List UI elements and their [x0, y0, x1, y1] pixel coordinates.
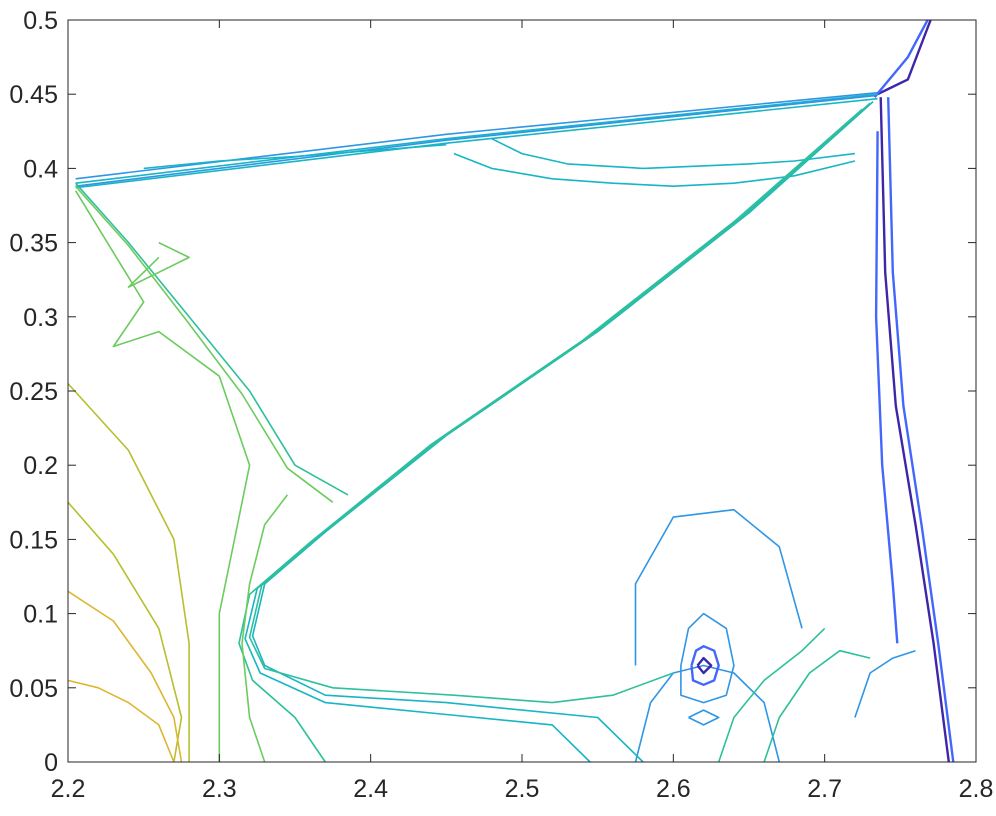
axis-ticks: 2.2 2.3 2.4 2.5 2.6 2.7 2.8 0 0.05 0.1 0.15 0.2 0.25… — [9, 7, 993, 803]
y-tick-label-7: 0.35 — [9, 230, 58, 258]
contour-line-29 — [127, 241, 190, 288]
x-tick-label-0: 2.2 — [51, 775, 86, 803]
contour-line-25 — [75, 182, 349, 496]
contour-line-26 — [75, 185, 334, 503]
contour-line-0 — [877, 19, 932, 96]
contour-line-21 — [238, 108, 864, 763]
contour-line-32 — [67, 590, 183, 763]
contour-line-8 — [680, 612, 735, 704]
y-tick-label-9: 0.45 — [9, 81, 58, 109]
x-tick-label-5: 2.7 — [807, 775, 842, 803]
y-tick-label-0: 0 — [44, 749, 58, 777]
contour-line-23 — [763, 649, 871, 763]
contour-line-2 — [873, 19, 929, 98]
x-tick-label-6: 2.8 — [959, 775, 994, 803]
contour-line-27 — [74, 190, 251, 762]
contour-line-22 — [248, 102, 871, 704]
contour-line-6 — [634, 508, 803, 666]
contour-line-17 — [491, 137, 855, 170]
contour-lines — [67, 19, 955, 763]
contour-line-12 — [75, 93, 878, 184]
y-tick-label-10: 0.5 — [23, 7, 58, 35]
contour-line-30 — [67, 383, 190, 762]
contour-line-3 — [887, 97, 955, 763]
contour-line-7 — [634, 664, 781, 763]
contour-line-10 — [696, 656, 713, 675]
x-tick-label-1: 2.3 — [202, 775, 237, 803]
y-tick-label-6: 0.3 — [23, 304, 58, 332]
y-tick-label-8: 0.4 — [23, 155, 58, 183]
x-tick-label-2: 2.4 — [353, 775, 388, 803]
contour-line-9 — [690, 645, 720, 686]
contour-line-33 — [67, 679, 175, 763]
contour-line-24 — [717, 627, 826, 763]
contour-line-31 — [67, 501, 183, 763]
x-tick-label-3: 2.5 — [505, 775, 540, 803]
x-tick-label-4: 2.6 — [656, 775, 691, 803]
y-tick-label-4: 0.2 — [23, 452, 58, 480]
contour-line-14 — [75, 97, 878, 189]
contour-line-4 — [874, 131, 899, 644]
contour-line-16 — [143, 143, 447, 170]
contour-line-15 — [75, 94, 875, 187]
y-tick-label-1: 0.05 — [9, 675, 58, 703]
y-tick-label-3: 0.15 — [9, 526, 58, 554]
y-tick-label-2: 0.1 — [23, 601, 58, 629]
contour-line-13 — [75, 91, 878, 180]
contour-line-28 — [241, 494, 289, 763]
y-tick-label-5: 0.25 — [9, 378, 58, 406]
contour-line-11 — [688, 709, 720, 726]
contour-line-1 — [879, 97, 950, 763]
contour-line-5 — [854, 649, 916, 718]
